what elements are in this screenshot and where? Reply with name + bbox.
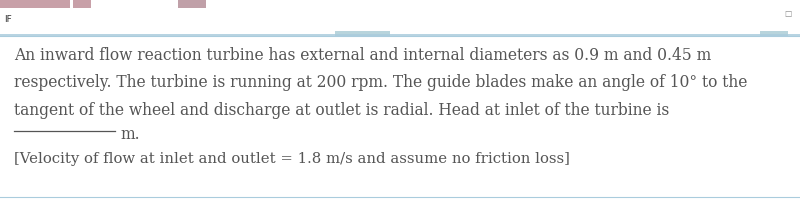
Bar [760,31,788,36]
Text: m.: m. [120,126,140,143]
Text: respectively. The turbine is running at 200 rpm. The guide blades make an angle : respectively. The turbine is running at … [14,74,747,91]
Text: IF: IF [4,15,12,24]
Bar [335,31,390,36]
Bar [73,0,91,8]
Bar [0,0,70,8]
Text: [Velocity of flow at inlet and outlet = 1.8 m/s and assume no friction loss]: [Velocity of flow at inlet and outlet = … [14,152,570,166]
Bar [178,0,206,8]
Text: □: □ [784,9,792,19]
Text: An inward flow reaction turbine has external and internal diameters as 0.9 m and: An inward flow reaction turbine has exte… [14,47,711,64]
Text: tangent of the wheel and discharge at outlet is radial. Head at inlet of the tur: tangent of the wheel and discharge at ou… [14,102,670,119]
